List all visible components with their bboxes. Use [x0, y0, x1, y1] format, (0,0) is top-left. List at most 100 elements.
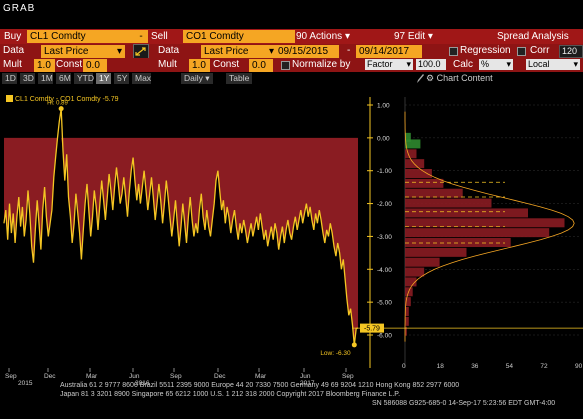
period-button-6m[interactable]: 6M: [56, 73, 71, 84]
y-tick-label: 0.00: [377, 135, 390, 142]
x-tick-label: Jun: [300, 373, 311, 380]
hist-bar: [405, 169, 432, 178]
hist-bar: [405, 208, 528, 218]
edit-label: 97 Edit: [394, 31, 426, 42]
hist-x-tick-label: 36: [471, 363, 479, 370]
period-button-1y[interactable]: 1Y: [96, 73, 111, 84]
buy-label: Buy: [4, 31, 22, 42]
const-input-1[interactable]: 0.0: [83, 59, 107, 72]
hist-bar: [405, 307, 409, 316]
normalize-select[interactable]: Factor ▾: [365, 59, 413, 70]
frequency-select[interactable]: Daily ▾: [181, 73, 213, 84]
buy-ticker-input[interactable]: CL1 Comdty: [27, 30, 135, 43]
mult-label-1: Mult: [3, 59, 22, 70]
period-button-max[interactable]: Max: [132, 73, 151, 84]
spread-operator-select[interactable]: -: [134, 30, 148, 43]
corr-window-input[interactable]: 120: [559, 45, 583, 58]
period-button-1m[interactable]: 1M: [38, 73, 53, 84]
footer-session: SN 586088 G925-685-0 14-Sep-17 5:23:56 E…: [372, 400, 556, 407]
data-value-1: Last Price: [44, 46, 89, 57]
normal-curve: [404, 111, 575, 342]
normalize-checkbox[interactable]: [281, 61, 290, 70]
period-button-5y[interactable]: 5Y: [114, 73, 129, 84]
calc-value: %: [481, 59, 490, 69]
chevron-down-icon: ▾: [268, 46, 274, 57]
regression-label: Regression: [460, 45, 511, 56]
footer-contacts-2: Japan 81 3 3201 8900 Singapore 65 6212 1…: [60, 391, 401, 398]
calc-select[interactable]: % ▾: [479, 59, 513, 70]
x-tick-label: Dec: [44, 373, 56, 380]
x-tick-label: Sep: [5, 373, 17, 380]
hist-bar: [405, 139, 421, 149]
hist-x-tick-label: 0: [402, 363, 406, 370]
spread-line: [3, 108, 359, 345]
data-value-2: Last Price: [204, 46, 249, 57]
start-date-input[interactable]: 09/15/2015: [275, 45, 339, 58]
hist-bar: [405, 316, 409, 326]
end-date-input[interactable]: 09/14/2017: [356, 45, 422, 58]
sell-label: Sell: [151, 31, 168, 42]
sell-ticker-input[interactable]: CO1 Comdty: [183, 30, 295, 43]
data-select-2[interactable]: Last Price ▾: [201, 45, 277, 58]
pencil-icon[interactable]: [416, 73, 424, 83]
actions-label: 90 Actions: [296, 31, 343, 42]
normalize-value: Factor: [367, 59, 393, 69]
regression-checkbox[interactable]: [449, 47, 458, 56]
factor-input[interactable]: 100.0: [416, 59, 446, 70]
y-tick-label: -2.00: [377, 201, 392, 208]
x-tick-label: Sep: [342, 373, 354, 380]
hist-bar: [405, 326, 407, 336]
last-value-label: -5.79: [364, 326, 380, 333]
hist-bar: [405, 247, 467, 257]
hist-bar: [405, 257, 440, 267]
y-tick-label: -6.00: [377, 333, 392, 340]
actions-menu[interactable]: 90 Actions ▾: [296, 30, 350, 44]
hist-bar: [405, 228, 550, 238]
y-tick-label: -4.00: [377, 267, 392, 274]
hist-bar: [405, 188, 463, 198]
hist-bar: [405, 267, 425, 277]
corr-checkbox[interactable]: [517, 47, 526, 56]
gear-icon: ⚙: [426, 73, 435, 83]
chevron-down-icon: ▾: [506, 59, 511, 69]
spread-analysis-title: Spread Analysis: [497, 31, 569, 42]
footer-contacts-1: Australia 61 2 9777 8600 Brazil 5511 239…: [60, 382, 460, 389]
x-tick-label: Jun: [129, 373, 140, 380]
mult-input-1[interactable]: 1.0: [34, 59, 55, 72]
data-label-2: Data: [158, 45, 180, 56]
x-tick-label: Mar: [255, 373, 267, 380]
high-marker: [58, 106, 64, 112]
currency-select[interactable]: Local ▾: [526, 59, 580, 70]
hist-x-tick-label: 72: [540, 363, 548, 370]
x-tick-label: Dec: [214, 373, 226, 380]
const-input-2[interactable]: 0.0: [249, 59, 273, 72]
period-button-ytd[interactable]: YTD: [74, 73, 94, 84]
hist-bar: [405, 132, 411, 142]
period-button-3d[interactable]: 3D: [20, 73, 35, 84]
y-axis-ticks: 1.00 0.00 -1.00 -2.00 -3.00 -4.00 -5.00 -6.00: [377, 103, 392, 340]
hist-bar: [405, 178, 444, 188]
edit-menu[interactable]: 97 Edit ▾: [394, 30, 433, 44]
hist-x-tick-label: 54: [506, 363, 514, 370]
data-label-1: Data: [3, 45, 25, 56]
period-button-1d[interactable]: 1D: [2, 73, 17, 84]
date-separator: -: [347, 45, 351, 56]
chevron-down-icon: ▾: [427, 31, 433, 42]
corr-label: Corr: [530, 45, 550, 56]
chart-marks: [58, 106, 583, 348]
hist-x-axis-ticks: 0 18 36 54 72 90: [402, 363, 583, 370]
x-year-label: 2016: [135, 380, 150, 387]
x-tick-label: Sep: [170, 373, 182, 380]
frequency-value: Daily: [184, 73, 203, 83]
swap-icon[interactable]: [133, 44, 149, 59]
chevron-down-icon: ▾: [116, 46, 122, 57]
data-select-1[interactable]: Last Price ▾: [41, 45, 125, 58]
swap-arrows-icon: [135, 47, 146, 56]
calc-label: Calc: [453, 59, 474, 70]
local-value: Local: [528, 59, 550, 69]
table-button[interactable]: Table: [226, 73, 253, 84]
hist-bar: [405, 277, 417, 287]
chart-content-button[interactable]: ⚙ Chart Content: [426, 71, 493, 85]
mult-input-2[interactable]: 1.0: [189, 59, 210, 72]
